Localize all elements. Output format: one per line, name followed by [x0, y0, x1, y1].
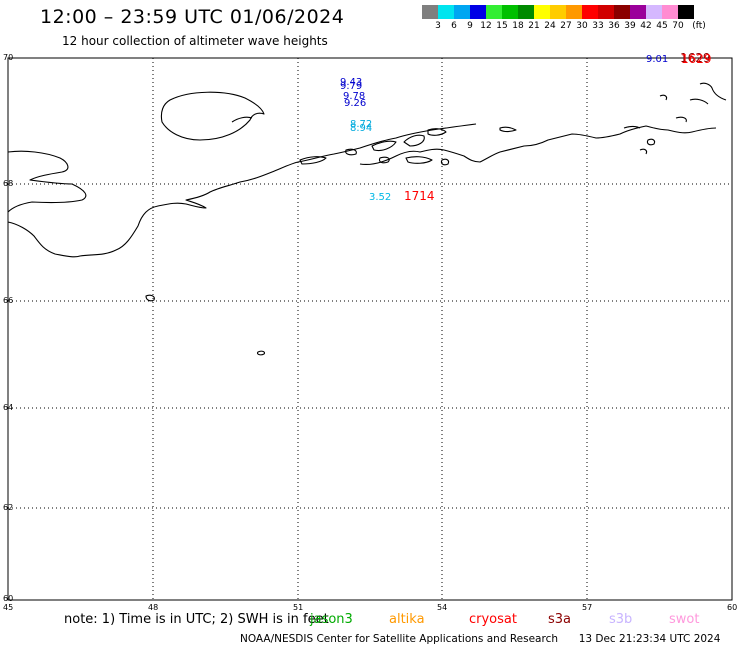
legend-swatch [438, 5, 454, 19]
satellite-jason3: jason3 [310, 612, 353, 627]
legend-level-label: 24 [544, 21, 556, 31]
wave-height-observations: 9.43 9.79 9.78 9.26 8.72 8.94 3.52 9.01 [340, 54, 668, 203]
legend-swatch [630, 5, 646, 19]
legend-swatch [518, 5, 534, 19]
legend-swatch [470, 5, 486, 19]
legend-swatch [502, 5, 518, 19]
legend-swatch [422, 5, 438, 19]
legend-unit-label: (ft) [692, 21, 706, 31]
credit-line: NOAA/NESDIS Center for Satellite Applica… [240, 633, 720, 645]
legend-labels: 3 6 9 12 15 18 21 24 27 30 33 36 39 42 45 70 (ft) [422, 21, 740, 33]
wave-height-value: 8.72 [350, 119, 372, 130]
legend-level-label: 30 [576, 21, 588, 31]
legend-level-label: 3 [435, 21, 441, 31]
legend-level-label: 12 [480, 21, 492, 31]
wave-height-value: 9.43 [340, 77, 362, 88]
wave-height-value: 9.01 [646, 54, 668, 65]
legend-swatch [598, 5, 614, 19]
legend-swatch [534, 5, 550, 19]
legend-swatch [678, 5, 694, 19]
satellite-cryosat: cryosat [469, 612, 517, 627]
wave-height-value: 9.79 [340, 81, 362, 92]
legend-color-bar [422, 5, 694, 19]
legend-level-label: 45 [656, 21, 668, 31]
pass-id: 1629 [680, 51, 711, 65]
satellite-altika: altika [389, 612, 425, 627]
legend-level-label: 18 [512, 21, 524, 31]
pass-id: 1714 [404, 189, 435, 203]
legend-level-label: 6 [451, 21, 457, 31]
map-title: 12:00 – 23:59 UTC 01/06/2024 [40, 6, 345, 28]
lon-label: 51 [293, 603, 303, 612]
lon-label: 57 [582, 603, 592, 612]
legend-swatch [614, 5, 630, 19]
legend-level-label: 15 [496, 21, 508, 31]
lon-label: 45 [3, 603, 13, 612]
legend-swatch [646, 5, 662, 19]
map-subtitle: 12 hour collection of altimeter wave hei… [62, 34, 328, 48]
units-note: note: 1) Time is in UTC; 2) SWH is in fe… [64, 612, 329, 627]
legend-level-label: 70 [672, 21, 684, 31]
legend-swatch [550, 5, 566, 19]
satellite-s3b: s3b [609, 612, 633, 627]
satellite-s3a: s3a [548, 612, 572, 627]
legend-level-label: 36 [608, 21, 620, 31]
lat-label: 68 [3, 179, 13, 188]
generated-timestamp: 13 Dec 21:23:34 UTC 2024 [578, 633, 721, 645]
longitude-labels: 45 48 51 54 57 60 [3, 603, 737, 612]
wave-height-value: 9.26 [344, 98, 366, 109]
satellite-pass-ids: 1714 1629 1629 [404, 51, 712, 203]
lon-label: 60 [727, 603, 737, 612]
latitude-labels: 70 68 66 64 62 60 [3, 53, 13, 603]
credit-text: NOAA/NESDIS Center for Satellite Applica… [240, 633, 558, 645]
legend-swatch [486, 5, 502, 19]
legend-level-label: 21 [528, 21, 540, 31]
legend-level-label: 33 [592, 21, 604, 31]
legend-swatch [582, 5, 598, 19]
wave-height-value: 9.78 [343, 91, 365, 102]
map-frame [7, 57, 733, 601]
legend-level-label: 9 [467, 21, 473, 31]
wave-height-value: 8.94 [350, 123, 372, 134]
lat-label: 70 [3, 53, 13, 62]
coastline [7, 82, 727, 356]
wave-height-value: 3.52 [369, 192, 391, 203]
lat-label: 62 [3, 503, 13, 512]
lat-label: 64 [3, 403, 13, 412]
satellite-swot: swot [669, 612, 700, 627]
lon-label: 54 [437, 603, 447, 612]
legend-level-label: 42 [640, 21, 652, 31]
lon-label: 48 [148, 603, 158, 612]
graticule [8, 58, 732, 600]
legend-swatch [454, 5, 470, 19]
legend-swatch [566, 5, 582, 19]
lat-label: 66 [3, 296, 13, 305]
legend-level-label: 27 [560, 21, 572, 31]
legend-swatch [662, 5, 678, 19]
lat-label: 60 [3, 594, 13, 603]
legend-level-label: 39 [624, 21, 636, 31]
pass-id: 1629 [681, 52, 712, 66]
wave-height-legend: 3 6 9 12 15 18 21 24 27 30 33 36 39 42 45 70 (ft) [422, 5, 706, 31]
